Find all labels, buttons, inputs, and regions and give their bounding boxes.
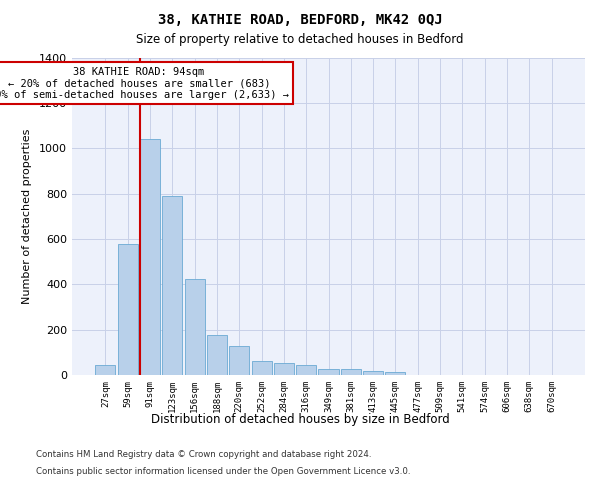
Text: 38, KATHIE ROAD, BEDFORD, MK42 0QJ: 38, KATHIE ROAD, BEDFORD, MK42 0QJ <box>158 12 442 26</box>
Bar <box>185 278 205 375</box>
Bar <box>251 362 272 375</box>
Bar <box>296 365 316 375</box>
Bar <box>319 368 338 375</box>
Bar <box>95 365 115 375</box>
Bar <box>385 372 406 375</box>
Text: Contains HM Land Registry data © Crown copyright and database right 2024.: Contains HM Land Registry data © Crown c… <box>36 450 371 459</box>
Text: Contains public sector information licensed under the Open Government Licence v3: Contains public sector information licen… <box>36 468 410 476</box>
Text: 38 KATHIE ROAD: 94sqm
← 20% of detached houses are smaller (683)
79% of semi-det: 38 KATHIE ROAD: 94sqm ← 20% of detached … <box>0 66 289 100</box>
Bar <box>274 362 294 375</box>
Text: Distribution of detached houses by size in Bedford: Distribution of detached houses by size … <box>151 412 449 426</box>
Bar <box>162 196 182 375</box>
Text: Size of property relative to detached houses in Bedford: Size of property relative to detached ho… <box>136 32 464 46</box>
Bar <box>363 371 383 375</box>
Bar <box>229 346 249 375</box>
Bar <box>140 139 160 375</box>
Bar <box>207 336 227 375</box>
Bar <box>341 369 361 375</box>
Y-axis label: Number of detached properties: Number of detached properties <box>22 128 32 304</box>
Bar <box>118 244 138 375</box>
